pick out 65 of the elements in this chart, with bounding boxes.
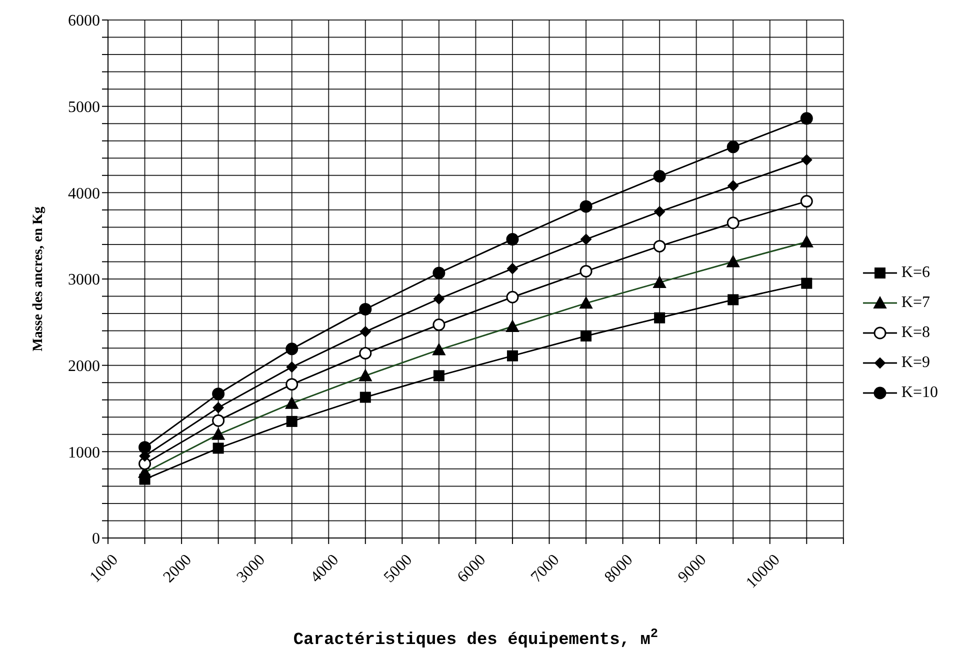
y-axis-title: Masse des ancres, en Kg (31, 206, 46, 352)
point (506, 263, 518, 274)
x-tick-label: 7000 (528, 551, 563, 586)
point (138, 458, 152, 470)
point (506, 320, 519, 332)
point (212, 388, 225, 400)
point (212, 428, 225, 440)
point (286, 378, 298, 391)
y-tick-label: 5000 (68, 99, 100, 116)
point (800, 112, 813, 125)
point (286, 342, 298, 356)
point (286, 416, 298, 427)
legend-label: K=7 (901, 294, 930, 312)
point (285, 396, 298, 409)
point (506, 233, 519, 246)
point (433, 370, 444, 382)
point (358, 369, 372, 382)
legend-label: K=9 (901, 354, 930, 372)
point (580, 296, 593, 309)
y-tick-label: 0 (92, 530, 100, 548)
x-tick-label: 8000 (602, 551, 636, 586)
point (138, 441, 152, 454)
point (212, 414, 225, 427)
point (653, 276, 666, 288)
legend-label: K=6 (901, 264, 930, 282)
point (653, 170, 666, 183)
point (580, 200, 592, 213)
point (726, 216, 740, 230)
point (506, 290, 519, 304)
x-tick-label: 6000 (454, 551, 490, 586)
point (726, 255, 740, 268)
point (286, 362, 298, 373)
legend-label: K=10 (901, 384, 938, 402)
point (432, 266, 446, 280)
point (726, 140, 740, 154)
x-tick-label: 4000 (307, 551, 342, 586)
point (801, 278, 812, 289)
point (654, 206, 666, 218)
point (580, 330, 592, 342)
point (433, 293, 444, 304)
y-tick-label: 6000 (68, 12, 100, 30)
point (654, 312, 666, 324)
point (359, 346, 372, 360)
point (360, 326, 371, 338)
legend-label: K=8 (901, 324, 930, 342)
point (728, 180, 739, 192)
point (432, 318, 446, 332)
point (360, 392, 371, 403)
y-tick-label: 4000 (68, 185, 100, 202)
y-tick-label: 3000 (68, 272, 100, 289)
point (728, 294, 739, 306)
point (800, 195, 813, 208)
point (212, 402, 224, 414)
x-axis-title: Caractéristiques des équipements, м$^{2}$ (293, 626, 658, 650)
point (800, 235, 814, 248)
y-tick-label: 2000 (68, 358, 100, 376)
y-tick-label: 1000 (68, 444, 100, 462)
point (580, 234, 592, 245)
point (801, 154, 812, 166)
point (212, 442, 224, 454)
point (359, 302, 372, 316)
point (432, 343, 446, 356)
point (506, 350, 518, 362)
point (653, 240, 666, 252)
point (580, 264, 592, 278)
